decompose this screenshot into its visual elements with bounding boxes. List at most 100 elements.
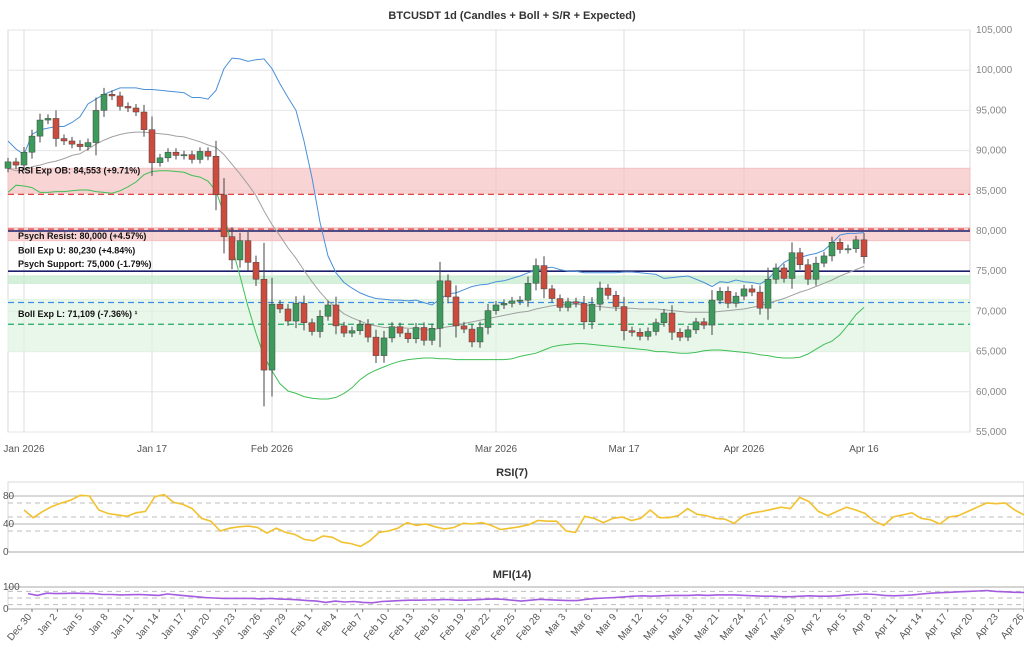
- mfi-x-tick-label: Mar 9: [594, 612, 619, 639]
- candle-body: [92, 110, 100, 143]
- candle-body: [844, 248, 852, 251]
- mfi-x-tick-label: Apr 11: [872, 612, 899, 641]
- mfi-x-tick-label: Mar 24: [718, 612, 747, 643]
- mfi-x-tick-label: Jan 29: [261, 612, 289, 642]
- candle-body: [708, 299, 716, 326]
- candle-body: [804, 264, 812, 280]
- candle-body: [420, 327, 428, 341]
- candle-body: [548, 288, 556, 299]
- candle-body: [116, 95, 124, 107]
- rsi-line: [23, 493, 1024, 548]
- candle-body: [452, 296, 460, 327]
- candle-body: [404, 332, 412, 339]
- candle-body: [124, 106, 132, 109]
- candle-body: [468, 328, 476, 343]
- candle-body: [636, 332, 644, 337]
- candle-body: [588, 303, 596, 323]
- mfi-x-tick-label: Mar 27: [743, 611, 772, 642]
- candle-body: [788, 252, 796, 279]
- price-annotation: Boll Exp U: 80,230 (+4.84%): [18, 245, 135, 255]
- price-x-tick-label: Mar 2026: [475, 444, 518, 455]
- candle-body: [244, 240, 252, 263]
- candle-body: [500, 303, 508, 306]
- price-y-tick-label: 75,000: [976, 266, 1007, 277]
- candle-body: [364, 324, 372, 338]
- candle-body: [556, 298, 564, 308]
- mfi-x-tick-label: Mar 6: [569, 612, 594, 639]
- mfi-x-tick-label: Jan 14: [134, 612, 162, 642]
- candle-body: [492, 304, 500, 311]
- candle-body: [76, 143, 84, 147]
- rsi-y-tick-label: 0: [3, 547, 9, 558]
- candle-body: [604, 287, 612, 296]
- candle-body: [620, 306, 628, 331]
- price-x-tick-label: Mar 17: [608, 444, 640, 455]
- price-y-tick-label: 100,000: [976, 65, 1013, 76]
- mfi-x-tick-label: Feb 4: [315, 612, 340, 639]
- mfi-x-tick-label: Apr 2: [799, 612, 823, 638]
- candle-body: [220, 194, 228, 237]
- mfi-x-tick-label: Jan 8: [86, 612, 110, 638]
- candle-body: [68, 140, 76, 145]
- chart-layer: 55,000 60,000 65,000 70,000 75,000 80,000 85,0…: [3, 25, 1024, 643]
- mfi-x-tick-label: Apr 26: [999, 612, 1024, 642]
- candle-body: [748, 288, 756, 293]
- price-x-tick-label: Feb 2026: [251, 444, 294, 455]
- price-y-tick-label: 95,000: [976, 105, 1007, 116]
- candle-body: [652, 322, 660, 332]
- candle-body: [780, 267, 788, 279]
- mfi-line: [27, 589, 1024, 604]
- candle-body: [148, 129, 156, 163]
- candle-body: [756, 291, 764, 309]
- mfi-x-tick-label: Feb 19: [438, 612, 467, 643]
- mfi-x-tick-label: Feb 13: [387, 611, 416, 642]
- price-y-tick-label: 55,000: [976, 427, 1007, 438]
- mfi-x-tick-label: Feb 22: [464, 611, 493, 642]
- mfi-x-tick-label: Jan 23: [210, 612, 238, 642]
- candle-body: [324, 304, 332, 317]
- mfi-x-tick-label: Apr 8: [850, 612, 874, 638]
- candle-body: [204, 151, 212, 157]
- candle-body: [484, 310, 492, 328]
- candle-body: [836, 242, 844, 250]
- price-x-tick-label: Apr 16: [849, 444, 879, 455]
- candle-body: [644, 331, 652, 337]
- candle-body: [532, 265, 540, 284]
- mfi-x-tick-label: Mar 30: [769, 612, 798, 643]
- candle-body: [676, 332, 684, 338]
- mfi-x-tick-label: Feb 1: [289, 612, 314, 639]
- candle-body: [716, 291, 724, 301]
- price-x-tick-label: Jan 17: [137, 444, 167, 455]
- candle-body: [44, 118, 52, 121]
- resistance-zone: [7, 167, 971, 194]
- candle-body: [100, 94, 108, 111]
- mfi-x-tick-label: Jan 5: [61, 612, 85, 638]
- mfi-x-tick-label: Feb 28: [515, 612, 544, 643]
- bollinger-line-0: [7, 57, 865, 306]
- candle-body: [140, 111, 148, 130]
- rsi-chart-title: RSI(7): [496, 467, 528, 479]
- mfi-x-tick-label: Feb 16: [413, 612, 442, 643]
- price-y-tick-label: 70,000: [976, 306, 1007, 317]
- rsi-y-tick-label: 80: [3, 491, 15, 502]
- candle-body: [628, 330, 636, 333]
- candle-body: [172, 151, 180, 156]
- candle-body: [252, 262, 260, 280]
- candle-body: [412, 327, 420, 339]
- mfi-x-tick-label: Jan 17: [159, 612, 187, 642]
- price-annotation: Psych Resist: 80,000 (+4.57%): [18, 231, 146, 241]
- candle-body: [12, 161, 20, 166]
- candle-body: [84, 142, 92, 147]
- candle-body: [292, 303, 300, 322]
- mfi-y-tick-label: 100: [3, 582, 20, 593]
- mfi-x-tick-label: Mar 3: [544, 612, 569, 639]
- candle-body: [388, 326, 396, 339]
- candle-body: [268, 303, 276, 371]
- candle-body: [796, 252, 804, 266]
- price-y-tick-label: 85,000: [976, 186, 1007, 197]
- candle-body: [612, 295, 620, 307]
- price-y-tick-label: 90,000: [976, 146, 1007, 157]
- mfi-x-tick-label: Apr 17: [923, 612, 951, 642]
- candle-body: [508, 300, 516, 304]
